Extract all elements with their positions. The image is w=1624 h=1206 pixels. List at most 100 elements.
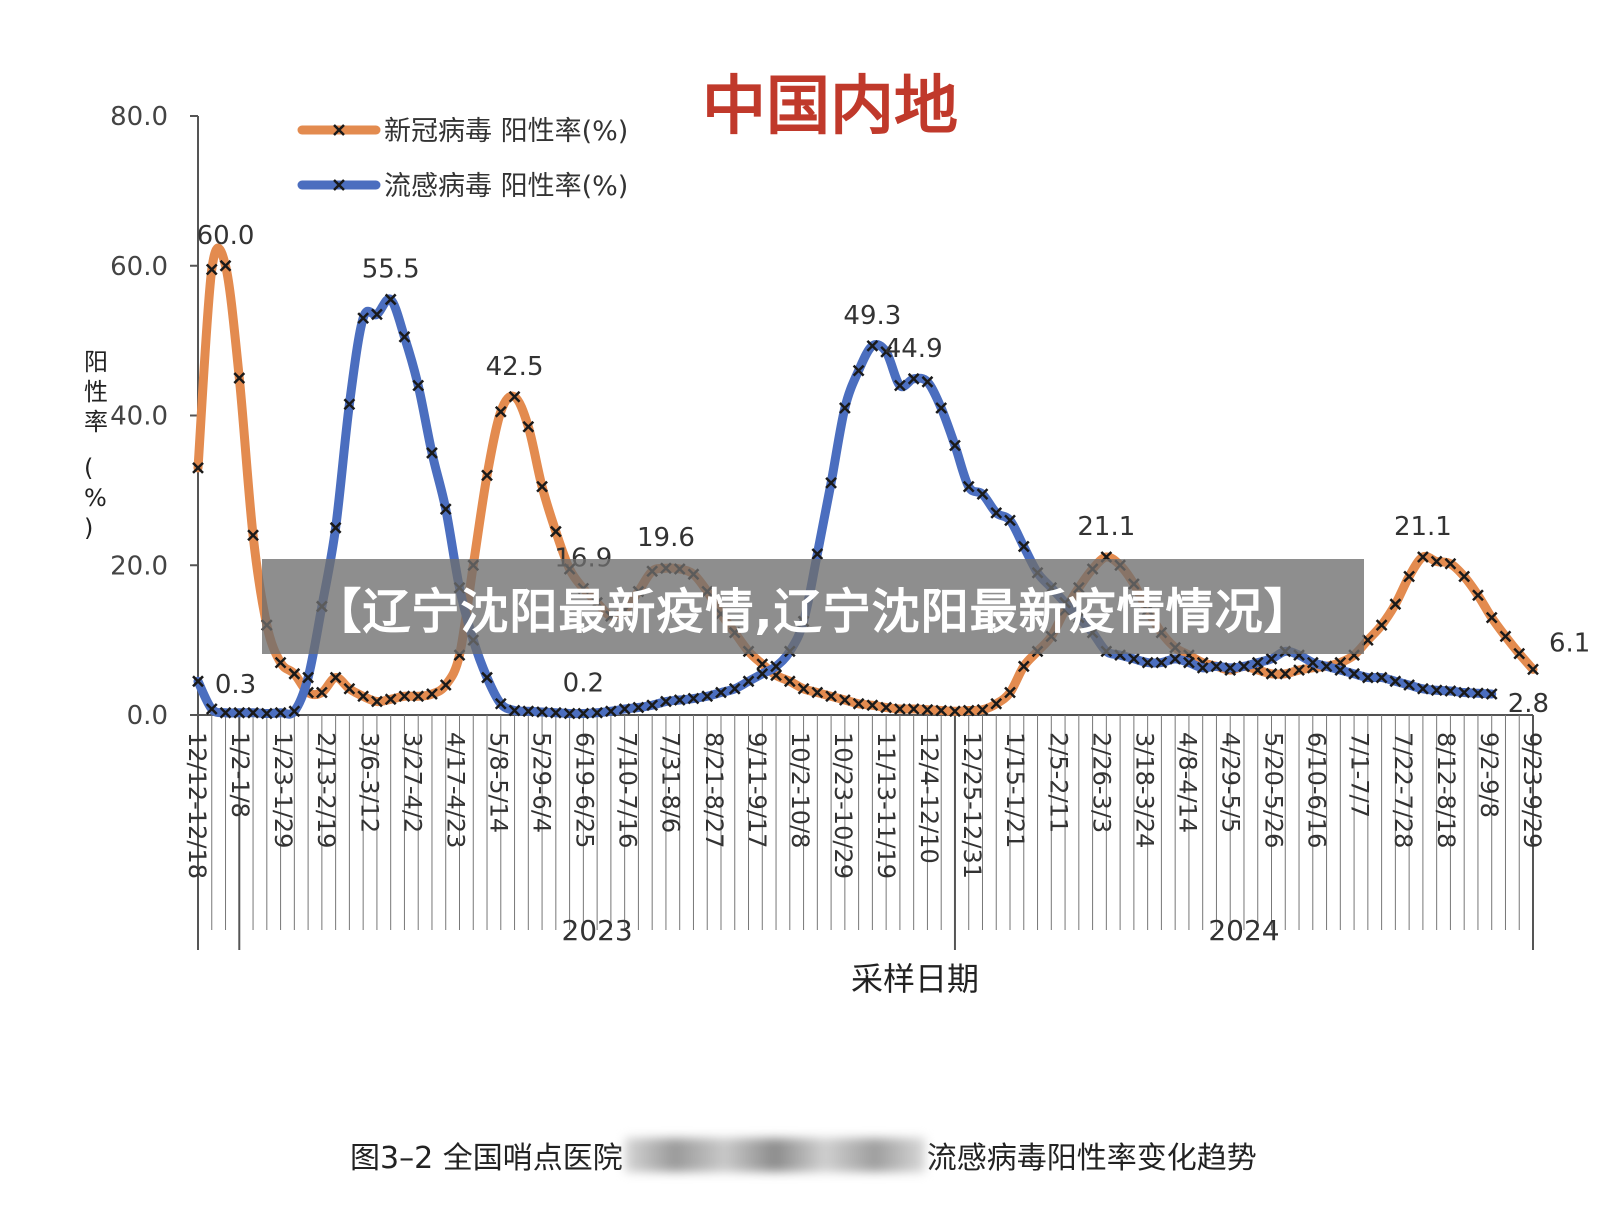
data-point-marker [838, 402, 851, 414]
data-point-marker [1004, 686, 1016, 699]
data-point-marker [1265, 652, 1278, 665]
data-point-marker [976, 488, 989, 501]
data-point-marker [357, 312, 370, 325]
x-tick-label: 9/2-9/8 [1475, 732, 1503, 818]
data-point-marker [522, 420, 535, 433]
data-point-marker [343, 398, 356, 411]
caption-prefix: 图3–2 全国哨点医院 [350, 1141, 623, 1176]
data-point-marker [315, 686, 328, 699]
data-label: 21.1 [1394, 512, 1452, 542]
data-point-marker [1251, 656, 1264, 669]
data-point-marker [302, 671, 314, 684]
data-point-marker [1293, 664, 1305, 676]
data-point-marker [329, 671, 342, 684]
data-point-marker [1017, 660, 1030, 673]
data-point-marker [219, 706, 232, 719]
data-point-marker [412, 379, 425, 392]
data-point-marker [577, 707, 590, 720]
x-tick-label: 9/23-9/29 [1518, 732, 1546, 848]
year-label: 2023 [561, 914, 632, 947]
series-line [193, 243, 1538, 716]
data-point-marker [646, 699, 659, 712]
banner-text: 【辽宁沈阳最新疫情,辽宁沈阳最新疫情情况】 [313, 583, 1313, 640]
data-point-marker [1458, 570, 1471, 583]
data-point-marker [1127, 652, 1140, 665]
data-point-marker [1224, 661, 1237, 674]
data-point-marker [1389, 675, 1402, 688]
x-tick-label: 2/26-3/3 [1087, 732, 1115, 833]
data-point-marker [1499, 630, 1512, 643]
data-point-marker [1004, 514, 1016, 527]
data-label: 0.2 [563, 669, 604, 699]
data-point-marker [1513, 647, 1526, 660]
data-point-marker [192, 675, 204, 688]
overlay-banner: 【辽宁沈阳最新疫情,辽宁沈阳最新疫情情况】 [262, 559, 1364, 654]
data-point-marker [701, 690, 714, 703]
data-point-marker [549, 706, 562, 719]
data-point-marker [494, 405, 507, 418]
data-point-marker [1017, 540, 1030, 553]
data-point-marker [935, 402, 948, 414]
data-point-marker [949, 705, 961, 718]
data-point-marker [976, 703, 989, 716]
data-point-marker [426, 688, 438, 700]
data-point-marker [439, 503, 452, 515]
data-point-marker [536, 706, 548, 718]
data-point-marker [1444, 685, 1457, 697]
data-point-marker [907, 372, 920, 385]
data-point-marker [894, 379, 906, 392]
data-point-marker [1279, 667, 1292, 680]
x-tick-label: 4/8-4/14 [1173, 732, 1201, 833]
data-point-marker [481, 469, 493, 482]
data-point-marker [1334, 664, 1347, 676]
caption-blurred-region [624, 1138, 925, 1172]
data-point-marker [715, 686, 727, 699]
data-point-marker [1485, 611, 1498, 624]
legend-marker [333, 179, 345, 191]
data-point-marker [1306, 656, 1319, 669]
x-tick-label: 2/5-2/11 [1044, 732, 1072, 833]
x-tick-label: 12/12-12/18 [183, 732, 211, 879]
data-label: 60.0 [197, 221, 255, 251]
data-point-marker [728, 682, 741, 695]
chart-title: 中国内地 [702, 70, 958, 144]
data-point-marker [1430, 684, 1443, 697]
figure-caption: 图3–2 全国哨点医院 流感病毒阳性率变化趋势 [350, 1130, 1257, 1180]
data-point-marker [219, 259, 232, 272]
data-point-marker [756, 667, 769, 680]
x-tick-label: 1/15-1/21 [1001, 732, 1029, 848]
data-point-marker [233, 706, 246, 719]
data-point-marker [1403, 570, 1416, 583]
x-tick-label: 7/10-7/16 [614, 732, 642, 848]
data-point-marker [825, 690, 837, 703]
data-label: 49.3 [843, 301, 901, 331]
data-point-marker [962, 704, 975, 717]
data-point-marker [233, 372, 246, 384]
x-tick-label: 1/23-1/29 [269, 732, 297, 848]
series-layer: 60.042.516.919.621.121.16.10.355.50.249.… [192, 221, 1590, 720]
x-tick-label: 7/31-8/6 [657, 732, 685, 833]
x-tick-label: 10/2-10/8 [786, 732, 814, 848]
data-point-marker [742, 675, 755, 688]
data-point-marker [1361, 634, 1374, 647]
data-point-marker [371, 695, 383, 708]
data-point-marker [1196, 661, 1209, 674]
series-influenza: 0.3 55.5 0.2 49.344.9 2.8 [192, 254, 1549, 720]
data-point-marker [508, 704, 521, 717]
data-point-marker [343, 682, 356, 695]
data-point-marker [1417, 551, 1429, 563]
y-axis-label: 阳性率(%) [84, 348, 108, 542]
y-tick-label: 0.0 [127, 701, 168, 731]
data-point-marker [247, 529, 259, 542]
data-point-marker [866, 699, 879, 712]
data-point-marker [329, 521, 342, 534]
legend-marker [333, 124, 345, 136]
x-tick-label: 12/25-12/31 [958, 732, 986, 879]
data-label: 0.3 [215, 670, 256, 700]
data-point-marker [1155, 656, 1168, 669]
data-point-marker [192, 462, 204, 474]
y-tick-label: 20.0 [110, 551, 168, 581]
series-covid: 60.042.516.919.621.121.16.1 [192, 221, 1590, 718]
data-point-marker [1472, 589, 1484, 602]
data-point-marker [811, 548, 824, 560]
